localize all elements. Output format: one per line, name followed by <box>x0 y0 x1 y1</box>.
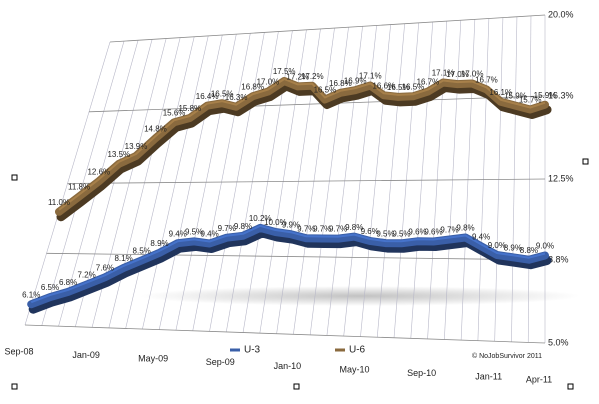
data-label: 6.1% <box>22 290 40 299</box>
series-depth <box>28 228 552 314</box>
series-highlight <box>58 78 546 211</box>
x-tick-label: Jan-09 <box>72 350 100 360</box>
data-label: 9.8% <box>345 223 363 232</box>
data-label: 9.7% <box>440 226 458 235</box>
data-label: 7.2% <box>77 271 95 280</box>
data-label: 15.7% <box>519 96 542 105</box>
data-label: 17.0% <box>257 78 280 87</box>
data-label: 16.5% <box>211 89 234 98</box>
data-label: 17.2% <box>301 72 324 81</box>
handle <box>567 383 574 390</box>
data-label: 9.5% <box>185 228 203 237</box>
data-label: 9.4% <box>169 229 187 238</box>
data-label: 8.1% <box>114 254 132 263</box>
data-label: 12.6% <box>87 167 110 176</box>
data-label: 16.8% <box>329 79 352 88</box>
x-tick-label: Jan-11 <box>475 372 502 382</box>
data-label: 13.9% <box>125 142 148 151</box>
data-label: 15.6% <box>163 108 186 117</box>
data-label: 14.8% <box>144 124 167 133</box>
x-tick-label: May-10 <box>339 364 369 374</box>
legend-label: U-6 <box>349 345 366 356</box>
y-tick-label: 8.8% <box>548 254 569 264</box>
data-label: 8.8% <box>520 246 538 255</box>
data-label: 16.1% <box>489 88 512 97</box>
data-label: 9.8% <box>456 224 474 233</box>
series-highlight <box>30 224 546 304</box>
data-label: 16.6% <box>372 81 395 90</box>
data-label: 16.5% <box>314 86 337 95</box>
data-label: 8.9% <box>504 243 522 252</box>
handle <box>11 383 18 390</box>
y-tick-label: 20.0% <box>548 9 574 19</box>
data-label: 17.0% <box>446 70 469 79</box>
data-label: 9.6% <box>424 228 442 237</box>
data-label: 17.1% <box>432 69 455 78</box>
data-label: 9.9% <box>282 220 300 229</box>
data-label: 7.6% <box>96 263 114 272</box>
handle <box>11 174 18 181</box>
data-label: 16.7% <box>417 78 440 87</box>
data-label: 9.0% <box>488 241 506 250</box>
data-label: 9.0% <box>536 242 554 251</box>
data-label: 15.9% <box>534 91 557 100</box>
series-line <box>27 223 549 309</box>
data-label: 6.5% <box>41 283 59 292</box>
data-label: 9.7% <box>329 225 347 234</box>
grid-line <box>89 95 546 113</box>
grid-line <box>24 324 546 344</box>
y-tick-label: 16.3% <box>548 90 574 100</box>
data-label: 17.5% <box>273 67 296 76</box>
data-label: 17.1% <box>359 72 382 81</box>
series-depth <box>56 81 552 222</box>
handle <box>293 383 300 390</box>
series-line <box>55 77 549 216</box>
data-label: 9.7% <box>218 224 236 233</box>
data-label: 17.0% <box>461 70 484 79</box>
handle <box>582 158 589 165</box>
data-label: 16.8% <box>241 82 264 91</box>
data-label: 8.5% <box>133 247 151 256</box>
data-label: 11.8% <box>68 183 90 192</box>
legend-label: U-3 <box>244 345 261 356</box>
copyright: © NoJobSurvivor 2011 <box>472 352 542 360</box>
shadow <box>140 286 580 306</box>
data-label: 11.0% <box>48 198 70 207</box>
data-label: 9.5% <box>392 229 410 238</box>
data-label: 10.2% <box>249 214 272 223</box>
grid-line <box>46 252 546 261</box>
x-tick-label: Sep-08 <box>4 346 33 356</box>
data-label: 9.5% <box>376 229 394 238</box>
data-label: 16.5% <box>387 83 410 92</box>
data-label: 9.4% <box>201 230 219 239</box>
data-label: 10.0% <box>264 218 287 227</box>
grid-line <box>109 14 546 43</box>
x-tick-label: Sep-09 <box>206 357 235 367</box>
data-label: 13.5% <box>107 150 130 159</box>
data-label: 16.9% <box>344 76 367 85</box>
data-label: 16.3% <box>225 93 248 102</box>
data-label: 9.4% <box>472 232 490 241</box>
x-tick-label: Sep-10 <box>407 368 436 378</box>
data-label: 16.4% <box>196 92 219 101</box>
data-label: 9.8% <box>234 222 252 231</box>
data-label: 16.7% <box>475 75 498 84</box>
data-label: 15.9% <box>504 92 527 101</box>
y-tick-label: 12.5% <box>548 173 574 183</box>
x-tick-label: Jan-10 <box>274 361 302 371</box>
data-label: 8.9% <box>150 239 168 248</box>
data-label: 9.6% <box>408 227 426 236</box>
y-tick-label: 5.0% <box>548 337 569 347</box>
data-label: 9.7% <box>313 225 331 234</box>
data-label: 6.8% <box>59 278 77 287</box>
data-label: 17.2% <box>286 73 309 82</box>
x-tick-label: Apr-11 <box>526 374 552 384</box>
data-label: 9.7% <box>297 224 315 233</box>
data-label: 9.6% <box>361 227 379 236</box>
x-tick-label: May-09 <box>138 354 168 364</box>
data-label: 16.5% <box>402 82 425 91</box>
data-label: 15.8% <box>178 104 201 113</box>
grid-line <box>67 178 546 184</box>
